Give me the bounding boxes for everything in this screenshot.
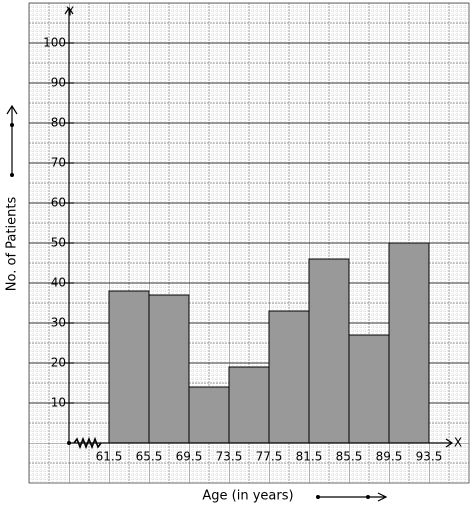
x-tick-label: 65.5	[136, 450, 163, 464]
x-tick-label: 77.5	[256, 450, 283, 464]
y-tick-label: 60	[51, 196, 66, 210]
axes	[64, 6, 454, 450]
x-tick-label: 85.5	[336, 450, 363, 464]
y-tick-label: 50	[51, 236, 66, 250]
y-tick-label: 10	[51, 396, 66, 410]
x-tick-label: 89.5	[376, 450, 403, 464]
bar	[108, 290, 150, 444]
x-axis-label: Age (in years)	[202, 489, 293, 504]
bar	[308, 258, 350, 444]
x-tick-label: 61.5	[96, 450, 123, 464]
origin	[67, 441, 71, 445]
x-tick-label: 81.5	[296, 450, 323, 464]
bar	[148, 294, 190, 444]
y-tick-label: 90	[51, 76, 66, 90]
y-tick-label: 80	[51, 116, 66, 130]
x-tick-label: 73.5	[216, 450, 243, 464]
decor-dots	[10, 123, 370, 499]
x-axis-name: X	[454, 436, 462, 450]
bar	[268, 310, 310, 444]
y-axis-name: Y	[65, 5, 74, 19]
x-tick-label: 93.5	[416, 450, 443, 464]
bar	[228, 366, 270, 444]
y-tick-label: 30	[51, 316, 66, 330]
y-tick-label: 40	[51, 276, 66, 290]
bar	[348, 334, 390, 444]
decor-arrows	[6, 104, 388, 502]
y-tick-label: 20	[51, 356, 66, 370]
y-tick-label: 100	[43, 36, 66, 50]
bar	[388, 242, 430, 444]
y-tick-label: 70	[51, 156, 66, 170]
x-tick-label: 69.5	[176, 450, 203, 464]
bar	[188, 386, 230, 444]
y-axis-label: No. of Patients	[5, 197, 20, 292]
